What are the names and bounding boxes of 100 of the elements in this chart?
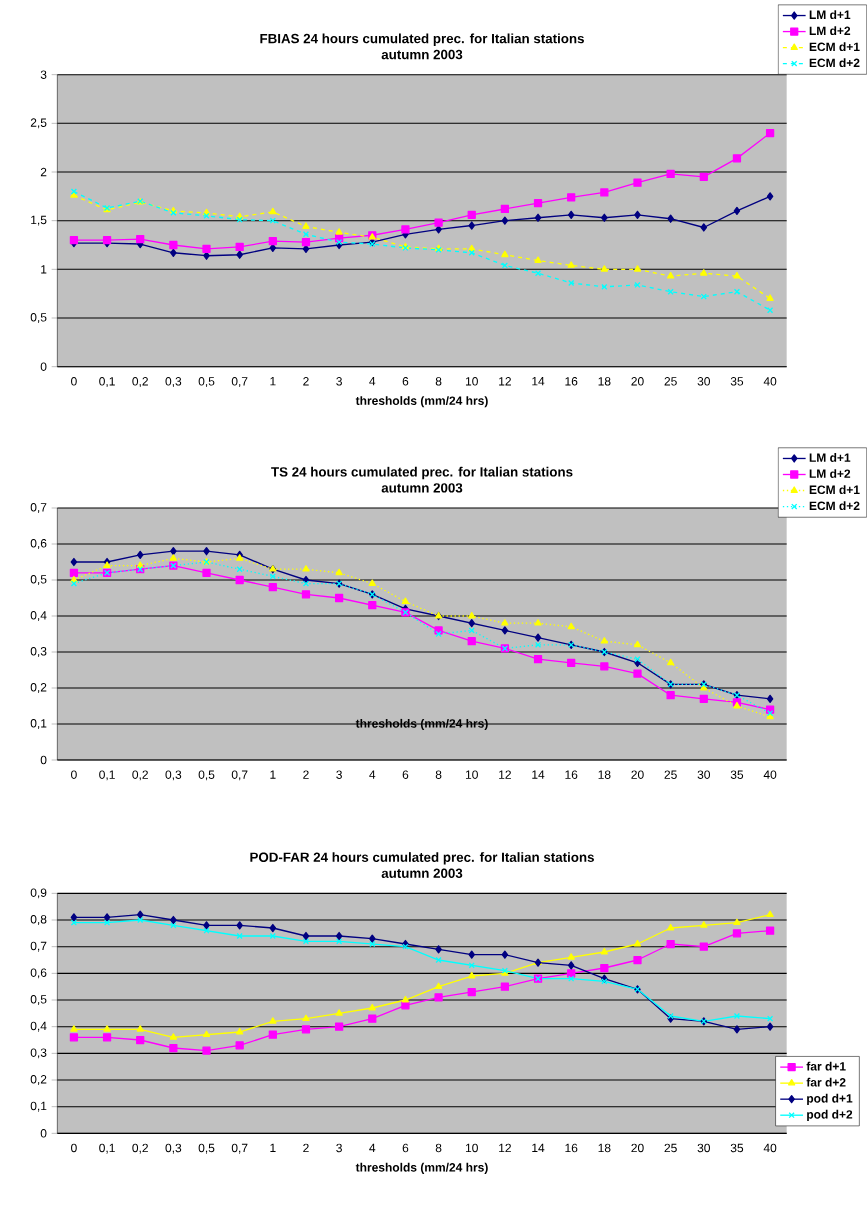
x-tick-label: 40 — [763, 770, 777, 779]
x-tick-label: 40 — [763, 377, 777, 386]
x-tick-label: 18 — [598, 1143, 611, 1153]
y-tick-label: 0,2 — [30, 683, 47, 693]
x-tick-label: 0,7 — [231, 377, 248, 387]
y-tick-label: 0,6 — [30, 539, 47, 549]
x-tick-label: 14 — [532, 1143, 545, 1152]
x-tick-label: 6 — [402, 1143, 409, 1153]
x-tick-label: 20 — [631, 770, 644, 779]
x-tick-label: 2 — [303, 770, 309, 779]
x-tick-label: 35 — [730, 770, 744, 779]
x-tick-label: 4 — [369, 1143, 376, 1152]
x-tick-label: 0,3 — [165, 377, 182, 387]
y-tick-label: 0,1 — [30, 719, 47, 729]
legend-label: LM d+1 — [809, 453, 851, 462]
x-tick-label: 10 — [466, 377, 478, 386]
x-tick-label: 1 — [270, 1143, 276, 1152]
legend-label: ECM d+2 — [809, 58, 860, 68]
x-tick-label: 0,5 — [198, 1143, 215, 1154]
x-tick-label: 3 — [336, 1143, 342, 1153]
y-tick-label: 0,7 — [30, 941, 47, 952]
y-tick-label: 3 — [40, 70, 47, 79]
legend-label: pod d+2 — [807, 1109, 853, 1122]
y-tick-label: 2,5 — [30, 118, 47, 129]
chart-subtitle: autumn 2003 — [381, 483, 463, 493]
x-tick-label: 14 — [532, 770, 545, 779]
x-tick-label: 30 — [697, 1143, 711, 1153]
x-tick-label: 3 — [336, 770, 342, 779]
legend-label: pod d+1 — [807, 1093, 853, 1105]
legend-label: LM d+2 — [809, 469, 851, 478]
chart-title: TS 24 hours cumulated prec. for Italian stations — [271, 466, 573, 480]
x-tick-label: 1 — [270, 377, 276, 386]
x-tick-label: 30 — [697, 377, 711, 386]
x-tick-label: 12 — [499, 770, 511, 779]
legend-label: LM d+2 — [809, 26, 851, 36]
x-tick-label: 8 — [435, 377, 442, 386]
y-tick-label: 0,2 — [30, 1075, 47, 1085]
x-tick-label: 12 — [499, 1143, 511, 1153]
legend-label: ECM d+1 — [809, 42, 860, 52]
x-tick-label: 20 — [631, 377, 644, 386]
x-tick-label: 25 — [664, 770, 677, 779]
x-axis-title: thresholds (mm/24 hrs) — [355, 1162, 488, 1174]
x-tick-label: 2 — [303, 1143, 309, 1153]
y-tick-label: 0,7 — [30, 503, 47, 513]
y-tick-label: 0,3 — [30, 1048, 47, 1059]
x-tick-label: 10 — [466, 1143, 478, 1153]
x-axis-title: thresholds (mm/24 hrs) — [355, 396, 488, 408]
x-tick-label: 0,1 — [99, 770, 115, 781]
y-tick-label: 0 — [40, 755, 47, 765]
x-tick-label: 4 — [369, 770, 376, 779]
y-tick-label: 1 — [41, 265, 47, 274]
x-tick-label: 16 — [565, 1143, 578, 1153]
legend-label: LM d+1 — [809, 10, 851, 20]
x-tick-label: 2 — [303, 377, 309, 386]
x-tick-label: 18 — [598, 770, 611, 779]
x-tick-label: 10 — [466, 770, 478, 779]
y-tick-label: 0,5 — [30, 995, 47, 1005]
x-tick-label: 6 — [402, 770, 409, 779]
legend-label: far d+2 — [806, 1077, 846, 1087]
x-tick-label: 1 — [270, 770, 276, 779]
x-tick-label: 6 — [402, 377, 409, 386]
x-tick-label: 0 — [71, 770, 77, 779]
y-tick-label: 0,4 — [30, 611, 47, 621]
x-tick-label: 8 — [435, 770, 442, 779]
y-tick-label: 0 — [40, 362, 47, 371]
y-tick-label: 1,5 — [31, 215, 47, 226]
x-tick-label: 0,1 — [99, 377, 115, 387]
y-tick-label: 0,5 — [30, 313, 47, 323]
y-tick-label: 0,5 — [30, 575, 47, 585]
x-tick-label: 0 — [71, 377, 77, 386]
x-tick-label: 0,2 — [132, 1143, 148, 1154]
x-axis-title: thresholds (mm/24 hrs) — [355, 718, 488, 731]
x-tick-label: 0,5 — [198, 377, 215, 387]
x-tick-label: 40 — [763, 1143, 777, 1153]
x-tick-label: 35 — [730, 1143, 744, 1153]
legend-label: ECM d+2 — [809, 501, 860, 511]
x-tick-label: 12 — [499, 377, 511, 386]
y-tick-label: 0,9 — [30, 888, 47, 899]
chart-title: FBIAS 24 hours cumulated prec. for Italian stations — [260, 33, 585, 46]
y-tick-label: 0,6 — [30, 968, 47, 979]
y-tick-label: 2 — [40, 167, 47, 177]
y-tick-label: 0 — [40, 1129, 47, 1138]
x-tick-label: 20 — [631, 1143, 644, 1153]
x-tick-label: 18 — [598, 377, 611, 386]
x-tick-label: 0,7 — [231, 1143, 248, 1154]
x-tick-label: 0,3 — [165, 770, 182, 781]
y-tick-label: 0,4 — [30, 1021, 47, 1032]
x-tick-label: 25 — [664, 1143, 677, 1153]
x-tick-label: 0,1 — [99, 1143, 115, 1154]
x-tick-label: 30 — [697, 770, 711, 779]
legend-label: ECM d+1 — [809, 485, 860, 495]
x-tick-label: 3 — [336, 377, 342, 386]
x-tick-label: 8 — [435, 1143, 442, 1153]
x-tick-label: 0,2 — [132, 770, 148, 781]
x-tick-label: 35 — [730, 377, 744, 386]
x-tick-label: 0,2 — [132, 377, 148, 387]
chart-subtitle: autumn 2003 — [381, 868, 463, 878]
legend-label: far d+1 — [806, 1061, 846, 1071]
x-tick-label: 25 — [664, 377, 677, 386]
chart-title: POD-FAR 24 hours cumulated prec. for Italian stations — [250, 852, 595, 865]
